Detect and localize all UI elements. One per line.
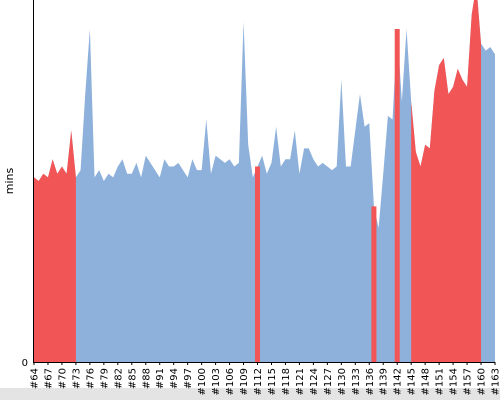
x-tick-labels: #64 #67 #70 #73 #76 #79 #82 #85 #88 #91 #94 #97 #100… [30,362,500,395]
x-tick-label: #115 [267,368,278,395]
x-tick-label: #145 [407,368,418,395]
slow-build-area-0 [34,130,76,362]
y-axis-label: mins [3,167,16,194]
x-tick-label: #88 [141,368,152,389]
x-tick-label: #124 [309,368,320,395]
x-tick-label: #85 [127,368,138,389]
x-tick-label: #127 [323,368,334,395]
slow-build-area-1 [255,166,261,362]
y-tick-label-0: 0 [22,358,28,369]
x-tick-label: #112 [253,368,264,395]
x-tick-label: #130 [337,368,348,395]
x-tick-label: #148 [421,368,432,395]
x-tick-label: #118 [281,368,292,395]
x-tick-label: #106 [225,368,236,395]
series-layer [34,0,495,362]
x-tick-label: #142 [393,368,404,395]
x-tick-label: #73 [71,368,82,389]
x-tick-label: #100 [197,368,208,395]
x-tick-label: #136 [365,368,376,395]
x-tick-label: #97 [183,368,194,389]
x-axis-band [0,388,500,400]
x-tick-label: #151 [435,368,446,395]
duration-area [34,0,495,362]
x-tick-label: #109 [239,368,250,395]
x-tick-label: #64 [30,368,41,389]
x-tick-label: #163 [491,368,500,395]
slow-build-area-3 [394,28,400,362]
x-tick-label: #160 [477,368,488,395]
x-tick-label: #70 [57,368,68,389]
x-tick-label: #121 [295,368,306,395]
x-tick-label: #139 [379,368,390,395]
x-tick-label: #154 [449,368,460,395]
x-tick-label: #103 [211,368,222,395]
x-tick-label: #91 [155,368,166,389]
x-tick-label: #76 [85,368,96,389]
x-tick-label: #79 [99,368,110,389]
x-tick-label: #157 [463,368,474,395]
x-tick-label: #82 [113,368,124,389]
slow-build-area-2 [371,206,377,362]
x-tick-label: #133 [351,368,362,395]
slow-build-area-4 [411,0,482,362]
x-tick-label: #67 [43,368,54,389]
x-tick-label: #94 [169,368,180,389]
